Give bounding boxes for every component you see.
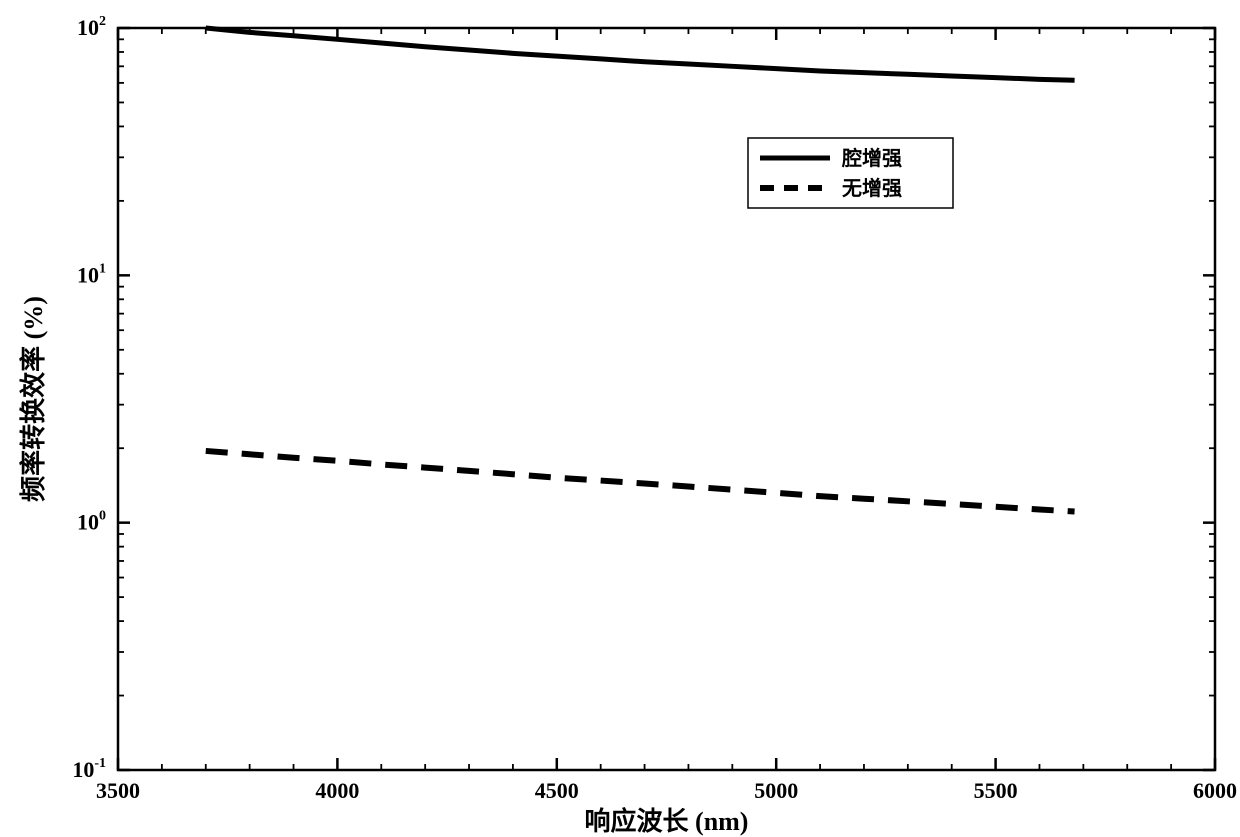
chart-container: 35004000450050005500600010-1100101102响应波… <box>0 0 1240 837</box>
x-tick-label: 5500 <box>974 778 1018 803</box>
line-chart: 35004000450050005500600010-1100101102响应波… <box>0 0 1240 837</box>
legend-label-no-enhancement: 无增强 <box>842 176 902 200</box>
x-tick-label: 6000 <box>1193 778 1237 803</box>
x-axis-label: 响应波长 (nm) <box>585 806 749 836</box>
x-tick-label: 4500 <box>535 778 579 803</box>
x-tick-label: 3500 <box>96 778 140 803</box>
x-tick-label: 4000 <box>315 778 359 803</box>
legend-label-cavity-enhanced: 腔增强 <box>841 146 902 170</box>
y-axis-label: 频率转换效率 (%) <box>18 296 48 502</box>
x-tick-label: 5000 <box>754 778 798 803</box>
chart-background <box>0 0 1240 837</box>
